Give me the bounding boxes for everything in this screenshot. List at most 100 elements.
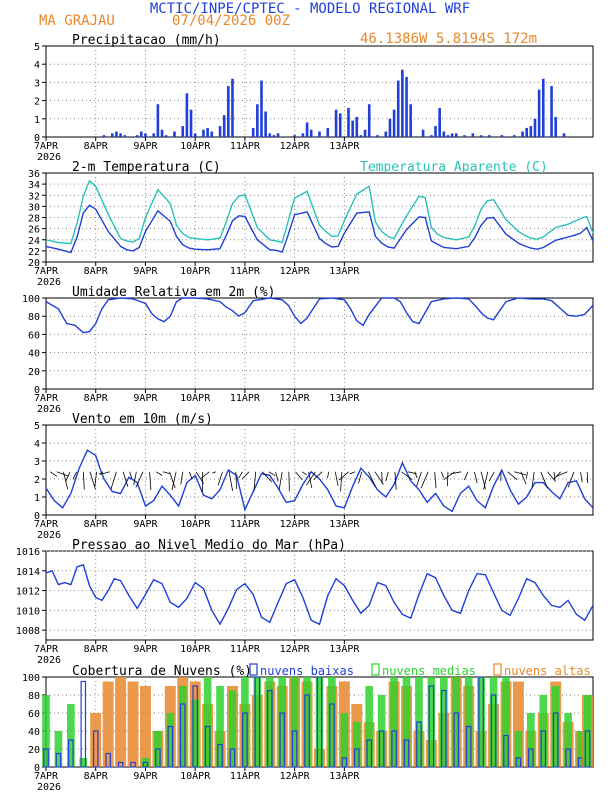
cloud-low-bar — [254, 676, 261, 768]
wind-arrow — [567, 471, 575, 488]
header-run: 07/04/2026 00Z — [172, 13, 290, 29]
wind-arrow — [340, 471, 343, 492]
precip-bar — [512, 135, 516, 137]
cloud-xlabel: 7APR — [34, 771, 59, 782]
cloud-mid-bar — [452, 677, 461, 767]
wind-arrow — [434, 471, 437, 489]
cloud-mid-bar — [265, 677, 274, 767]
precip-bar — [156, 104, 160, 137]
precip-panel: 7APR 8APR 9APR 10APR 11APR 12APR 13APR 2026 0 1 2 3… — [34, 33, 594, 163]
precip-bar — [218, 126, 222, 137]
cloud-low-bar — [354, 748, 360, 768]
precip-bar — [210, 131, 214, 137]
cloud-low-bar — [465, 725, 472, 768]
cloud-mid-bar — [67, 704, 75, 767]
wind-arrow — [313, 471, 323, 481]
wind-arrow — [358, 471, 363, 484]
wind-title: Vento em 10m (m/s) — [72, 412, 213, 427]
cloud-mid-bar — [489, 677, 498, 767]
cloud-legend-label: nuvens baixas — [260, 664, 354, 678]
pres-xlabel: 10APR — [180, 644, 211, 655]
cloud-high-bar — [102, 681, 114, 767]
precip-bar — [264, 111, 267, 137]
wind-arrow — [149, 471, 152, 490]
wind-ylabel: 2 — [34, 475, 40, 486]
cloud-low-bar — [584, 730, 591, 768]
pres-xlabel: 12APR — [280, 644, 311, 655]
cloud-mid-bar — [402, 677, 411, 767]
precip-bar — [338, 113, 342, 137]
cloud-mid-bar — [216, 686, 224, 767]
precip-bar — [276, 133, 280, 137]
temp-ylabel: 24 — [28, 236, 40, 247]
wind-arrow — [241, 471, 250, 480]
cloud-legend-label: nuvens altas — [504, 664, 591, 678]
precip-bar — [533, 118, 537, 137]
wind-arrow — [275, 471, 279, 482]
cloud-mid-bar — [576, 731, 585, 767]
temp-ylabel: 28 — [28, 214, 40, 225]
cloud-mid-bar — [303, 677, 311, 767]
wind-arrow — [235, 471, 237, 489]
temp-panel: 7APR 8APR 9APR 10APR 11APR 12APR 13APR 2026 2022… — [28, 160, 594, 288]
temp-xlabel: 13APR — [329, 266, 360, 277]
wind-arrow — [169, 471, 176, 489]
precip-bar — [355, 116, 359, 137]
cloud-mid-bar — [79, 758, 88, 767]
temp-ylabel: 26 — [28, 225, 40, 236]
wind-arrow — [56, 471, 69, 477]
precip-bar — [256, 104, 259, 137]
cloud-title: Cobertura de Nuvens (%) — [72, 664, 252, 679]
precip-bar — [160, 129, 164, 137]
precip-bar — [541, 78, 545, 137]
rh-ylabel: 100 — [22, 294, 40, 305]
wind-arrow — [162, 471, 170, 475]
precip-bar — [222, 115, 226, 137]
cloud-mid-bar — [178, 686, 187, 767]
precip-bar — [119, 133, 122, 137]
temp-xlabel: 11APR — [230, 266, 261, 277]
wind-arrow — [94, 471, 97, 487]
rh-year: 2026 — [37, 404, 61, 415]
precip-bar — [479, 135, 483, 137]
temp-year: 2026 — [37, 277, 61, 288]
cloud-low-bar — [155, 748, 161, 768]
precip-bar — [454, 133, 458, 137]
precip-bar — [488, 135, 491, 137]
wind-arrow — [401, 471, 413, 481]
rh-panel: 7APR 8APR 9APR 10APR 11APR 12APR 13APR 2026 0 20 4… — [22, 285, 594, 415]
pres-xlabel: 7APR — [34, 644, 59, 655]
wind-panel: 7APR 8APR 9APR 10APR 11APR 12APR 13APR 2026 0 1 2 3… — [34, 412, 594, 541]
rh-title: Umidade Relativa em 2m (%) — [72, 285, 276, 300]
cloud-mid-bar — [352, 722, 361, 767]
cloud-low-bar — [416, 721, 422, 768]
wind-xlabel: 12APR — [280, 519, 311, 530]
precip-bar — [550, 86, 553, 137]
cloud-low-bar — [528, 748, 534, 768]
cloud-mid-bar — [228, 690, 237, 767]
pres-ylabel: 1008 — [16, 626, 40, 637]
precip-bar — [231, 78, 234, 137]
cloud-mid-bar — [191, 699, 200, 767]
precip-ylabel: 5 — [34, 42, 40, 53]
cloud-mid-bar — [241, 677, 249, 767]
precip-bar — [115, 131, 118, 137]
wind-arrow — [381, 471, 383, 484]
wind-ylabel: 4 — [34, 439, 40, 450]
precip-bar — [434, 126, 437, 137]
wind-arrow — [540, 471, 548, 489]
temp-xlabel: 7APR — [34, 266, 59, 277]
precip-bar — [189, 109, 193, 137]
precip-bar — [521, 131, 524, 137]
cloud-ylabel: 40 — [28, 727, 40, 738]
cloud-xlabel: 13APR — [329, 771, 360, 782]
rh-series-line — [45, 297, 594, 334]
wind-arrow — [474, 471, 478, 484]
cloud-mid-bar — [365, 686, 374, 767]
precip-xlabel: 11APR — [230, 141, 261, 152]
wind-arrow — [443, 471, 455, 481]
cloud-mid-bar — [203, 677, 212, 767]
cloud-legend-box — [249, 663, 258, 676]
cloud-low-bar — [105, 752, 111, 768]
